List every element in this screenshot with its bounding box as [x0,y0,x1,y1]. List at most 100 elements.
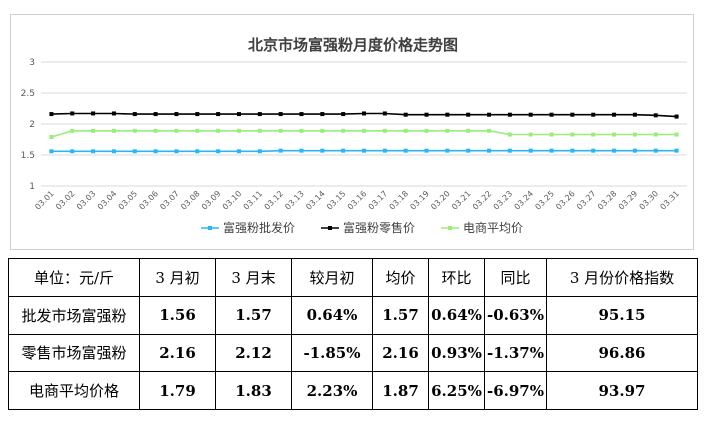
legend-label: 富强粉零售价 [343,220,415,235]
data-point [236,128,241,133]
data-point [299,148,304,153]
x-tick-label: 03.23 [492,189,515,212]
data-point [653,148,658,153]
data-point [70,149,75,154]
x-tick-label: 03.13 [283,189,306,212]
data-point [549,112,554,117]
cell-vs-month-start: -1.85% [291,333,373,373]
y-tick-label: 3 [29,58,35,68]
data-point [674,114,679,119]
data-point [382,111,387,116]
legend-label: 电商平均价 [463,220,523,235]
x-tick-label: 03.16 [346,189,369,212]
data-point [591,148,596,153]
data-point [362,111,366,116]
x-tick-label: 03.17 [367,189,390,212]
x-tick-label: 03.31 [658,189,681,212]
data-point [320,148,325,153]
data-point [528,148,533,153]
cell-vs-month-start: 2.23% [291,371,373,410]
y-tick-label: 1.5 [21,151,35,161]
table-header-row: 单位：元/斤 3 月初 3 月末 较月初 均价 环比 同比 3 月份价格指数 [8,258,698,297]
data-point [195,128,200,133]
data-point [362,128,366,133]
data-point [216,112,221,117]
data-point [299,112,304,117]
data-point [320,112,325,117]
chart-frame: 北京市场富强粉月度价格走势图 1 1.5 2 2.5 3 03.01 03.02 03.03 03… [10,14,694,250]
data-point [487,112,492,117]
data-point [174,149,179,154]
data-point [612,112,617,117]
chart-title: 北京市场富强粉月度价格走势图 [248,36,458,54]
data-point [612,148,617,153]
data-point [341,148,346,153]
data-point [445,148,450,153]
legend-marker [328,226,332,230]
cell-average: 1.87 [372,371,429,410]
data-point [111,149,116,154]
price-stats-table: 单位：元/斤 3 月初 3 月末 较月初 均价 环比 同比 3 月份价格指数 批… [8,258,698,410]
data-point [216,149,221,154]
data-point [570,112,575,117]
x-tick-label: 03.25 [533,189,556,212]
x-tick-label: 03.04 [96,189,119,212]
cell-month-start: 2.16 [139,333,216,373]
data-point [549,132,554,137]
cell-yoy: -1.37% [484,333,547,373]
data-point [674,132,679,137]
data-point [195,112,200,117]
x-tick-label: 03.09 [200,189,223,212]
x-tick-label: 03.15 [325,189,348,212]
data-point [549,148,554,153]
header-average: 均价 [372,258,429,297]
data-point [257,112,262,117]
x-tick-label: 03.05 [117,189,140,212]
data-point [528,112,533,117]
data-point [403,148,408,153]
x-tick-label: 03.18 [388,189,411,212]
cell-month-start: 1.79 [139,371,216,410]
legend-marker [208,226,212,230]
x-tick-label: 03.02 [54,189,77,212]
data-point [111,111,116,116]
cell-month-end: 1.57 [215,296,292,335]
data-point [174,112,179,117]
x-tick-label: 03.11 [242,189,265,212]
data-point [70,111,75,116]
data-point [653,132,658,137]
data-point [341,112,346,117]
data-point [174,128,179,133]
data-point [403,128,408,133]
x-tick-label: 03.29 [617,189,640,212]
data-point [424,148,429,153]
cell-vs-month-start: 0.64% [291,296,373,335]
data-point [341,128,346,133]
table-row: 批发市场富强粉 1.56 1.57 0.64% 1.57 0.64% -0.63… [8,296,698,335]
y-tick-label: 2.5 [21,89,35,99]
data-point [195,149,200,154]
x-tick-label: 03.08 [179,189,202,212]
x-tick-label: 03.30 [638,189,661,212]
data-point [49,149,54,154]
x-tick-label: 03.07 [158,189,181,212]
data-point [91,149,96,154]
data-point [320,128,325,133]
x-tick-label: 03.06 [137,189,160,212]
data-point [466,148,471,153]
data-point [674,148,679,153]
data-point [91,128,96,133]
data-point [466,112,471,117]
header-month-start: 3 月初 [139,258,216,297]
x-tick-label: 03.26 [554,189,577,212]
data-point [382,148,387,153]
cell-price-index: 96.86 [546,333,698,373]
header-vs-month-start: 较月初 [291,258,373,297]
row-label: 批发市场富强粉 [8,296,140,335]
data-point [216,128,221,133]
header-yoy: 同比 [484,258,547,297]
cell-mom: 0.93% [428,333,485,373]
cell-price-index: 95.15 [546,296,698,335]
x-tick-label: 03.21 [450,189,473,212]
row-label: 零售市场富强粉 [8,333,140,373]
